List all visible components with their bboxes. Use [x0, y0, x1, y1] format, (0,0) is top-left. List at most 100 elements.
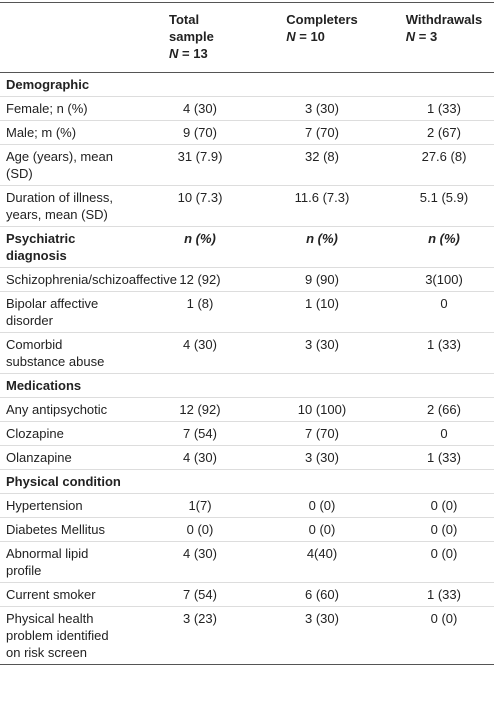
n-symbol: N — [286, 29, 296, 44]
value-cell: 4 (30) — [183, 546, 217, 561]
value-cell: 7 (54) — [183, 426, 217, 441]
value-cell: 10 (100) — [297, 402, 347, 417]
value-cell: 12 (92) — [179, 402, 221, 417]
data-row: Hypertension 1(7) 0 (0) 0 (0) — [0, 494, 494, 518]
header-row: Total sample N = 13 Completers N = 10 Withdr… — [0, 2, 494, 73]
empty-cell — [150, 470, 250, 494]
section-title: Physical condition — [6, 474, 121, 489]
value-cell: 0 (0) — [430, 611, 458, 626]
section-title: Psychiatric diagnosis — [6, 231, 76, 263]
value-cell: 10 (7.3) — [177, 190, 223, 205]
value-cell: 0 (0) — [430, 546, 458, 561]
row-label: Male; m (%) — [6, 125, 77, 140]
row-label: Hypertension — [6, 498, 83, 513]
value-cell: 3 (30) — [305, 450, 339, 465]
data-table: Total sample N = 13 Completers N = 10 Withdr… — [0, 2, 494, 665]
section-cell: n (%) — [428, 231, 460, 246]
header-cell: Withdrawals N = 3 — [394, 3, 494, 73]
header-text: Total sample N = 13 — [169, 11, 231, 62]
n-value: = 13 — [182, 46, 208, 61]
data-row: Duration of illness, years, mean (SD) 10 … — [0, 186, 494, 227]
value-cell: 1 (33) — [427, 450, 461, 465]
row-label: Abnormal lipid profile — [6, 546, 89, 578]
value-cell: 1(7) — [188, 498, 212, 513]
value-cell: 31 (7.9) — [177, 149, 223, 164]
value-cell: 1 (8) — [186, 296, 214, 311]
empty-cell — [250, 470, 394, 494]
data-row: Schizophrenia/schizoaffective 12 (92) 9 (9… — [0, 268, 494, 292]
value-cell: 7 (54) — [183, 587, 217, 602]
empty-cell — [150, 374, 250, 398]
value-cell: 0 (0) — [308, 498, 336, 513]
value-cell: 0 (0) — [430, 522, 458, 537]
data-row: Olanzapine 4 (30) 3 (30) 1 (33) — [0, 446, 494, 470]
section-row: Medications — [0, 374, 494, 398]
data-row: Physical health problem identified on ri… — [0, 607, 494, 665]
section-title: Demographic — [6, 77, 90, 92]
value-cell: 1 (10) — [305, 296, 339, 311]
value-cell: 11.6 (7.3) — [294, 190, 350, 205]
section-row: Psychiatric diagnosis n (%) n (%) n (%) — [0, 227, 494, 268]
data-row: Current smoker 7 (54) 6 (60) 1 (33) — [0, 583, 494, 607]
value-cell: 12 (92) — [179, 272, 221, 287]
header-text: Completers N = 10 — [286, 11, 358, 45]
data-row: Female; n (%) 4 (30) 3 (30) 1 (33) — [0, 97, 494, 121]
row-label: Schizophrenia/schizoaffective — [6, 272, 178, 287]
value-cell: 1 (33) — [427, 337, 461, 352]
value-cell: 0 — [440, 296, 448, 311]
header-label: Total sample — [169, 12, 214, 44]
header-text: Withdrawals N = 3 — [406, 11, 482, 45]
data-row: Male; m (%) 9 (70) 7 (70) 2 (67) — [0, 121, 494, 145]
data-row: Age (years), mean (SD) 31 (7.9) 32 (8) 27.6… — [0, 145, 494, 186]
empty-cell — [250, 73, 394, 97]
value-cell: 3 (30) — [305, 101, 339, 116]
row-label: Diabetes Mellitus — [6, 522, 105, 537]
value-cell: 3 (23) — [183, 611, 217, 626]
section-cell: n (%) — [306, 231, 338, 246]
table-body: Demographic Female; n (%) 4 (30) 3 (30) 1 (3… — [0, 73, 494, 665]
value-cell: 7 (70) — [305, 125, 339, 140]
empty-cell — [250, 374, 394, 398]
n-value: = 3 — [418, 29, 438, 44]
row-label: Age (years), mean (SD) — [6, 149, 113, 181]
value-cell: 0 (0) — [308, 522, 336, 537]
value-cell: 7 (70) — [305, 426, 339, 441]
value-cell: 4 (30) — [183, 450, 217, 465]
row-label: Bipolar affective disorder — [6, 296, 99, 328]
value-cell: 3 (30) — [305, 611, 339, 626]
section-cell: n (%) — [184, 231, 216, 246]
section-row: Demographic — [0, 73, 494, 97]
value-cell: 1 (33) — [427, 101, 461, 116]
header-cell: Completers N = 10 — [250, 3, 394, 73]
header-cell: Total sample N = 13 — [150, 3, 250, 73]
value-cell: 5.1 (5.9) — [419, 190, 469, 205]
value-cell: 1 (33) — [427, 587, 461, 602]
row-label: Current smoker — [6, 587, 96, 602]
row-label: Physical health problem identified on ri… — [6, 611, 109, 660]
row-label: Comorbid substance abuse — [6, 337, 105, 369]
empty-cell — [394, 374, 494, 398]
value-cell: 9 (90) — [305, 272, 339, 287]
value-cell: 0 — [440, 426, 448, 441]
table-header: Total sample N = 13 Completers N = 10 Withdr… — [0, 2, 494, 73]
n-value: = 10 — [299, 29, 325, 44]
header-cell — [0, 3, 150, 73]
data-row: Abnormal lipid profile 4 (30) 4(40) 0 (0) — [0, 542, 494, 583]
row-label: Olanzapine — [6, 450, 72, 465]
n-symbol: N — [169, 46, 179, 61]
row-label: Any antipsychotic — [6, 402, 108, 417]
empty-cell — [394, 73, 494, 97]
row-label: Duration of illness, years, mean (SD) — [6, 190, 113, 222]
value-cell: 32 (8) — [305, 149, 339, 164]
value-cell: 3(100) — [425, 272, 463, 287]
header-label: Completers — [286, 12, 358, 27]
data-row: Clozapine 7 (54) 7 (70) 0 — [0, 422, 494, 446]
section-title: Medications — [6, 378, 82, 393]
value-cell: 4 (30) — [183, 101, 217, 116]
value-cell: 0 (0) — [186, 522, 214, 537]
data-row: Diabetes Mellitus 0 (0) 0 (0) 0 (0) — [0, 518, 494, 542]
row-label: Clozapine — [6, 426, 64, 441]
data-row: Comorbid substance abuse 4 (30) 3 (30) 1 (3… — [0, 333, 494, 374]
value-cell: 27.6 (8) — [421, 149, 467, 164]
